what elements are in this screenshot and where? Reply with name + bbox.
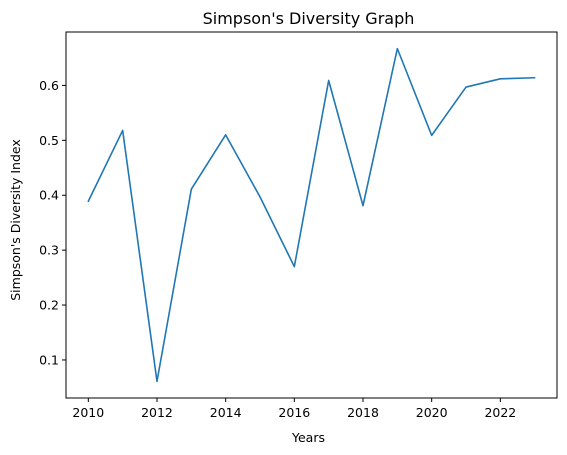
y-tick-label: 0.3 [39, 243, 59, 258]
series-group [87, 47, 536, 383]
y-tick-label: 0.4 [39, 188, 59, 203]
y-tick-label: 0.2 [39, 298, 59, 313]
series-line [87, 47, 536, 383]
x-tick-label: 2020 [416, 405, 448, 420]
x-tick-label: 2010 [72, 405, 104, 420]
x-tick-label: 2022 [484, 405, 516, 420]
y-axis-ticks: 0.1 0.2 0.3 0.4 0.5 0.6 [39, 78, 66, 367]
y-tick-label: 0.6 [39, 78, 59, 93]
x-tick-label: 2016 [278, 405, 310, 420]
x-axis-label: Years [291, 430, 325, 445]
x-tick-label: 2012 [141, 405, 173, 420]
x-tick-label: 2014 [210, 405, 242, 420]
y-axis-label: Simpson's Diversity Index [8, 139, 23, 301]
x-axis-ticks: 2010 2012 2014 2016 2018 2020 2022 [72, 398, 516, 420]
y-tick-label: 0.5 [39, 133, 59, 148]
plot-area-frame [65, 31, 558, 399]
chart-title: Simpson's Diversity Graph [203, 9, 415, 28]
y-tick-label: 0.1 [39, 352, 59, 367]
x-tick-label: 2018 [347, 405, 379, 420]
